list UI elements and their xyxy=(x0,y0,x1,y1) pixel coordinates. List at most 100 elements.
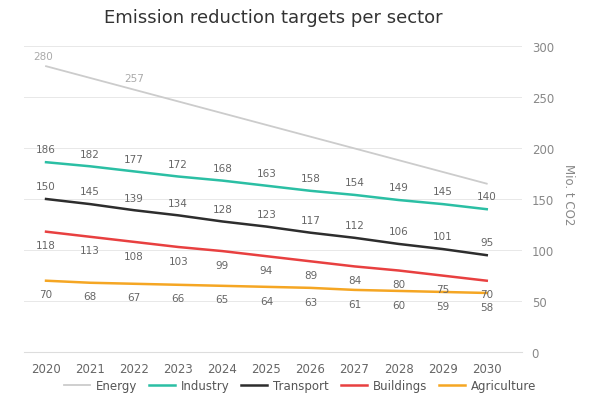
Line: Energy: Energy xyxy=(46,67,487,184)
Text: 64: 64 xyxy=(260,296,273,306)
Legend: Energy, Industry, Transport, Buildings, Agriculture: Energy, Industry, Transport, Buildings, … xyxy=(59,375,541,397)
Text: 99: 99 xyxy=(215,260,229,270)
Title: Emission reduction targets per sector: Emission reduction targets per sector xyxy=(104,9,442,27)
Text: 158: 158 xyxy=(301,174,320,183)
Text: 154: 154 xyxy=(344,178,364,188)
Industry xyxy=(263,184,270,189)
Text: 103: 103 xyxy=(169,256,188,266)
Industry xyxy=(175,175,182,179)
Text: 95: 95 xyxy=(480,238,493,248)
Text: 113: 113 xyxy=(80,246,100,256)
Energy xyxy=(86,76,94,81)
Agriculture xyxy=(86,281,94,286)
Text: 140: 140 xyxy=(477,192,497,202)
Text: 101: 101 xyxy=(433,232,452,242)
Buildings xyxy=(483,279,490,284)
Transport xyxy=(131,208,138,213)
Agriculture xyxy=(395,289,402,294)
Text: 117: 117 xyxy=(301,215,320,226)
Energy xyxy=(219,111,226,116)
Industry xyxy=(439,202,446,207)
Transport xyxy=(86,202,94,207)
Text: 150: 150 xyxy=(36,182,56,192)
Agriculture xyxy=(219,284,226,288)
Energy xyxy=(263,123,270,128)
Y-axis label: Mio. t CO2: Mio. t CO2 xyxy=(562,164,575,225)
Energy xyxy=(439,170,446,175)
Agriculture xyxy=(263,285,270,290)
Energy xyxy=(483,182,490,187)
Energy xyxy=(307,135,314,140)
Text: 106: 106 xyxy=(389,227,409,237)
Line: Industry: Industry xyxy=(46,163,487,210)
Text: 145: 145 xyxy=(80,187,100,197)
Agriculture xyxy=(351,288,358,293)
Text: 58: 58 xyxy=(480,302,493,312)
Energy xyxy=(131,88,138,93)
Transport xyxy=(43,197,50,202)
Buildings xyxy=(307,259,314,264)
Buildings xyxy=(131,240,138,245)
Energy xyxy=(43,64,50,69)
Agriculture xyxy=(307,286,314,290)
Text: 134: 134 xyxy=(169,198,188,208)
Text: 89: 89 xyxy=(304,270,317,280)
Text: 112: 112 xyxy=(344,221,364,230)
Line: Agriculture: Agriculture xyxy=(46,281,487,293)
Buildings xyxy=(351,264,358,269)
Text: 84: 84 xyxy=(348,275,361,286)
Energy xyxy=(351,147,358,151)
Industry xyxy=(351,193,358,198)
Industry xyxy=(395,198,402,203)
Industry xyxy=(219,179,226,183)
Text: 139: 139 xyxy=(124,193,144,203)
Line: Buildings: Buildings xyxy=(46,232,487,281)
Line: Transport: Transport xyxy=(46,200,487,256)
Agriculture xyxy=(483,291,490,296)
Text: 66: 66 xyxy=(172,294,185,304)
Text: 128: 128 xyxy=(212,204,232,214)
Text: 172: 172 xyxy=(169,160,188,169)
Text: 182: 182 xyxy=(80,149,100,159)
Transport xyxy=(351,236,358,241)
Industry xyxy=(483,207,490,212)
Agriculture xyxy=(439,290,446,295)
Text: 63: 63 xyxy=(304,297,317,307)
Agriculture xyxy=(131,281,138,286)
Text: 108: 108 xyxy=(124,251,144,261)
Text: 70: 70 xyxy=(480,290,493,300)
Text: 123: 123 xyxy=(256,209,277,219)
Text: 60: 60 xyxy=(392,300,405,310)
Text: 186: 186 xyxy=(36,145,56,155)
Transport xyxy=(483,253,490,258)
Text: 65: 65 xyxy=(215,295,229,305)
Text: 61: 61 xyxy=(348,299,361,309)
Text: 168: 168 xyxy=(212,164,232,173)
Transport xyxy=(439,247,446,252)
Text: 94: 94 xyxy=(260,265,273,275)
Transport xyxy=(219,220,226,224)
Transport xyxy=(307,231,314,236)
Industry xyxy=(43,160,50,165)
Text: 70: 70 xyxy=(40,290,53,300)
Text: 118: 118 xyxy=(36,241,56,251)
Industry xyxy=(86,164,94,169)
Buildings xyxy=(86,235,94,240)
Text: 68: 68 xyxy=(83,292,97,302)
Agriculture xyxy=(43,279,50,284)
Text: 80: 80 xyxy=(392,279,405,290)
Industry xyxy=(307,189,314,194)
Text: 280: 280 xyxy=(34,52,53,62)
Buildings xyxy=(43,230,50,234)
Text: 59: 59 xyxy=(436,301,449,311)
Text: 177: 177 xyxy=(124,154,144,164)
Text: 145: 145 xyxy=(433,187,452,197)
Transport xyxy=(263,225,270,230)
Buildings xyxy=(219,249,226,254)
Text: 149: 149 xyxy=(389,183,409,193)
Industry xyxy=(131,170,138,175)
Buildings xyxy=(263,254,270,259)
Text: 67: 67 xyxy=(128,293,141,303)
Transport xyxy=(395,242,402,247)
Energy xyxy=(175,100,182,104)
